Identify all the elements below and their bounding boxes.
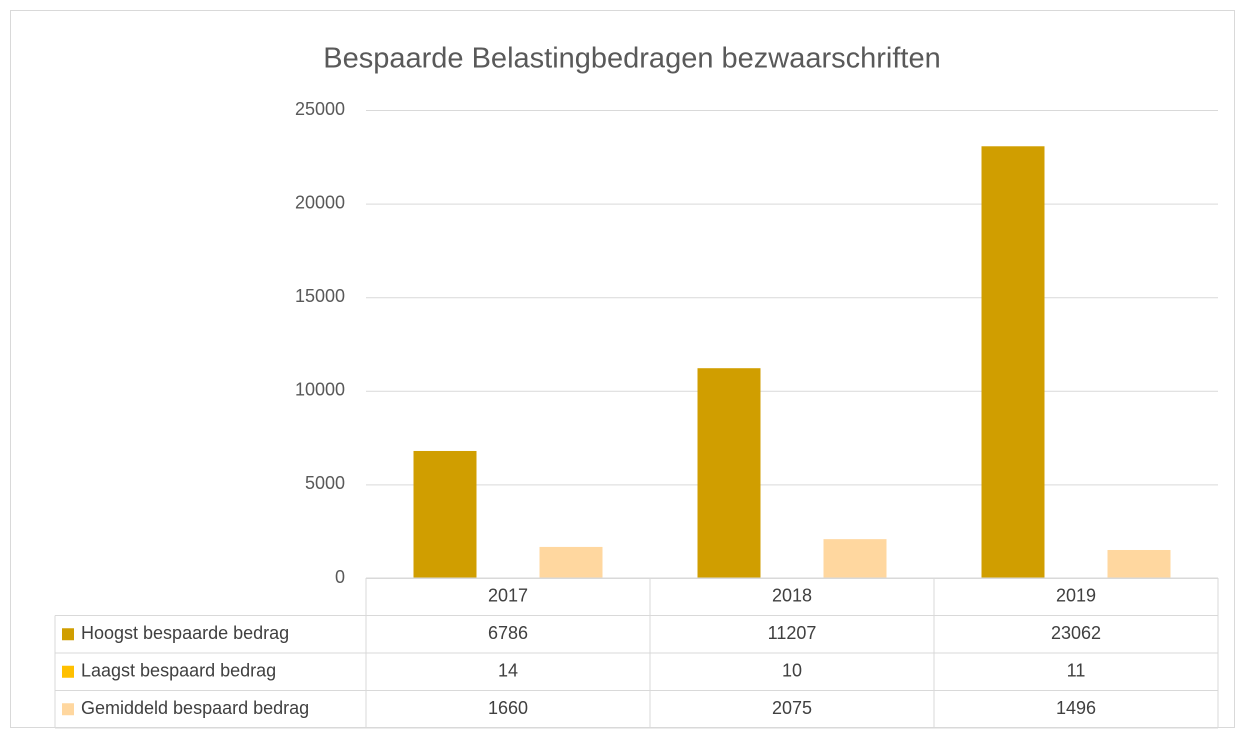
- table-value: 2075: [772, 698, 812, 718]
- legend-key: [62, 703, 74, 716]
- legend-key: [62, 665, 74, 678]
- bar: [1107, 549, 1171, 578]
- legend-key: [62, 628, 74, 641]
- chart-title: Bespaarde Belastingbedragen bezwaarschri…: [323, 43, 940, 75]
- y-tick-label: 10000: [295, 380, 345, 400]
- bar: [413, 450, 477, 578]
- table-value: 23062: [1051, 623, 1101, 643]
- bar: [981, 146, 1045, 578]
- x-tick-label: 2017: [488, 586, 528, 606]
- bar: [539, 546, 603, 578]
- table-value: 1660: [488, 698, 528, 718]
- legend-label: Gemiddeld bespaard bedrag: [81, 698, 309, 718]
- chart-frame: [10, 10, 1235, 728]
- table-value: 11: [1067, 661, 1086, 681]
- table-value: 11207: [768, 623, 817, 643]
- legend-label: Hoogst bespaarde bedrag: [81, 623, 289, 643]
- x-tick-label: 2019: [1056, 586, 1096, 606]
- y-tick-label: 0: [335, 567, 345, 587]
- table-value: 6786: [488, 623, 528, 643]
- bar: [823, 539, 887, 578]
- y-tick-label: 25000: [295, 99, 345, 119]
- y-tick-label: 20000: [295, 192, 345, 212]
- x-tick-label: 2018: [772, 586, 812, 606]
- y-tick-label: 15000: [295, 286, 345, 306]
- table-value: 10: [782, 661, 802, 681]
- bar: [697, 368, 761, 578]
- legend-label: Laagst bespaard bedrag: [81, 661, 276, 681]
- y-tick-label: 5000: [305, 473, 345, 493]
- table-value: 14: [498, 661, 518, 681]
- table-value: 1496: [1056, 698, 1096, 718]
